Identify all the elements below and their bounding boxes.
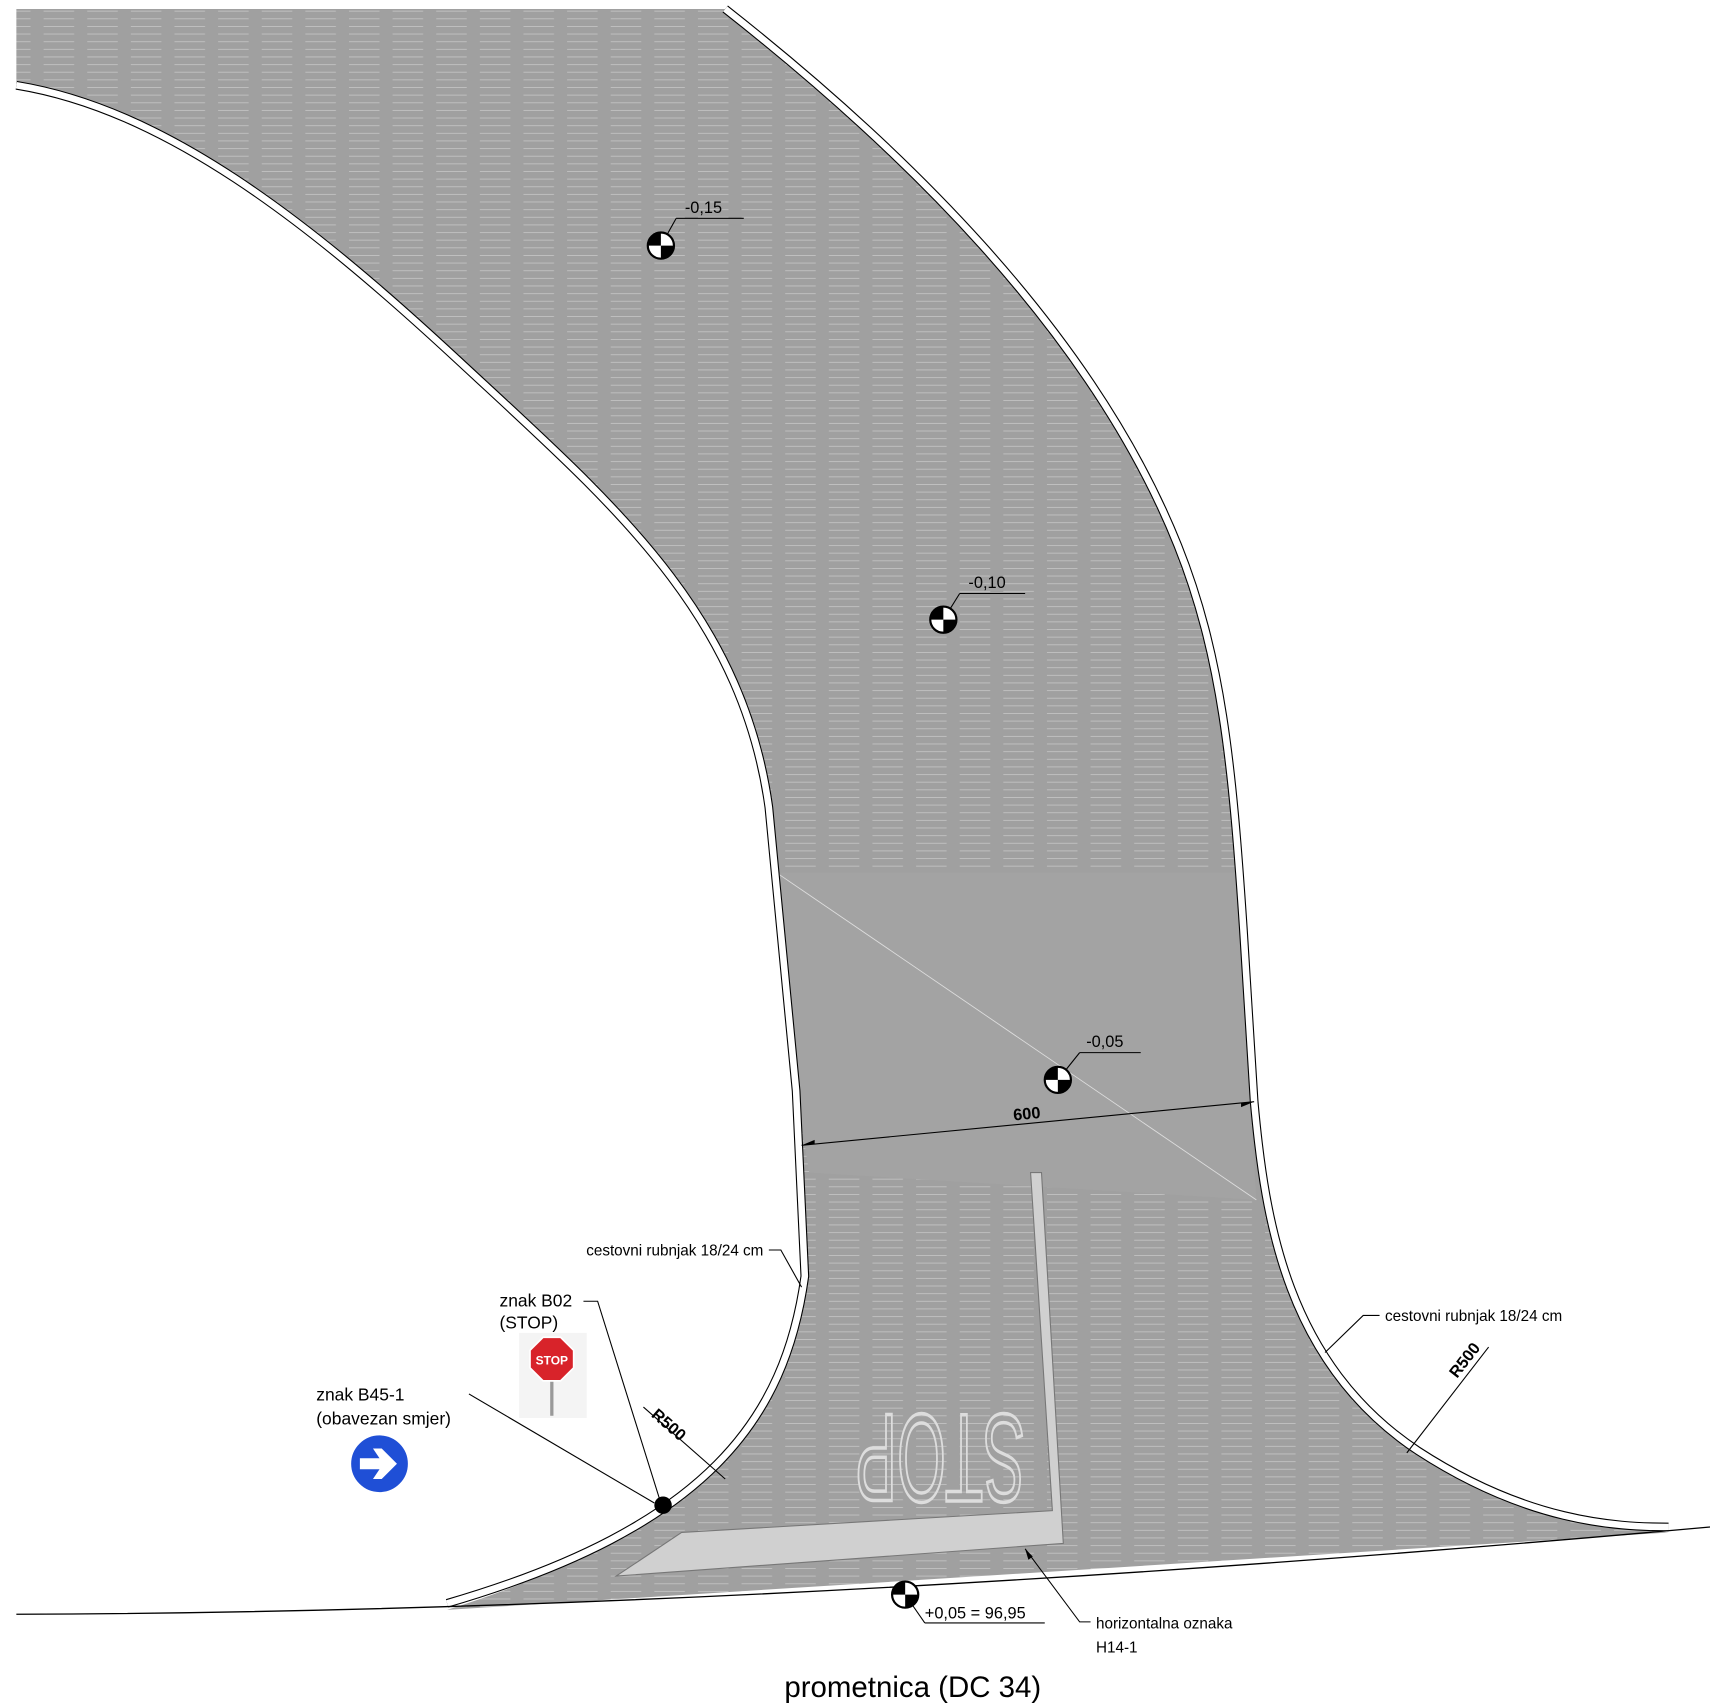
spot-level-label: +0,05 = 96,95 [925,1605,1026,1623]
dimension-label: 600 [1012,1104,1041,1125]
sign-label: znak B45-1 [316,1385,404,1405]
sign-label: (STOP) [499,1313,558,1333]
marking-note: horizontalna oznaka [1096,1615,1233,1632]
leader [768,1249,803,1288]
sign-label: (obavezan smjer) [316,1408,451,1428]
leader [1324,1314,1380,1353]
stop-sign [529,1336,575,1382]
elevation-marker: -0,10 [929,574,1026,634]
elevation-marker: -0,15 [646,199,744,260]
curb-left-inner [15,82,809,1607]
sign-position [654,1496,672,1514]
stop-sign-text: STOP [536,1354,568,1368]
road-edge [16,1526,1710,1615]
leader-arrow [1025,1548,1033,1560]
elevation-label: -0,15 [685,199,722,217]
spot-level: +0,05 = 96,95 [890,1580,1045,1624]
curb-note: cestovni rubnjak 18/24 cm [1385,1308,1562,1325]
radius-leader [643,1406,726,1480]
dimension-line [801,1101,1255,1146]
leader [468,1393,655,1504]
radius-leader [1406,1346,1490,1454]
elevation-marker: -0,05 [1043,1033,1141,1095]
direction-arrow [359,1448,397,1480]
sign-label: znak B02 [499,1291,572,1311]
radius-label: R500 [648,1405,689,1444]
road-surface [16,8,1669,1610]
leader [1024,1548,1091,1623]
elevation-label: -0,10 [968,574,1005,592]
stop-line [614,1172,1064,1577]
road-marking-text: STOP [855,1387,1025,1527]
curb-note: cestovni rubnjak 18/24 cm [586,1242,763,1259]
leader [583,1300,661,1500]
diagonal [776,872,1257,1201]
elevation-label: -0,05 [1086,1033,1123,1051]
curb-right-inner [723,6,1669,1531]
marking-note: H14-1 [1096,1639,1138,1656]
caption: prometnica (DC 34) [784,1671,1041,1704]
